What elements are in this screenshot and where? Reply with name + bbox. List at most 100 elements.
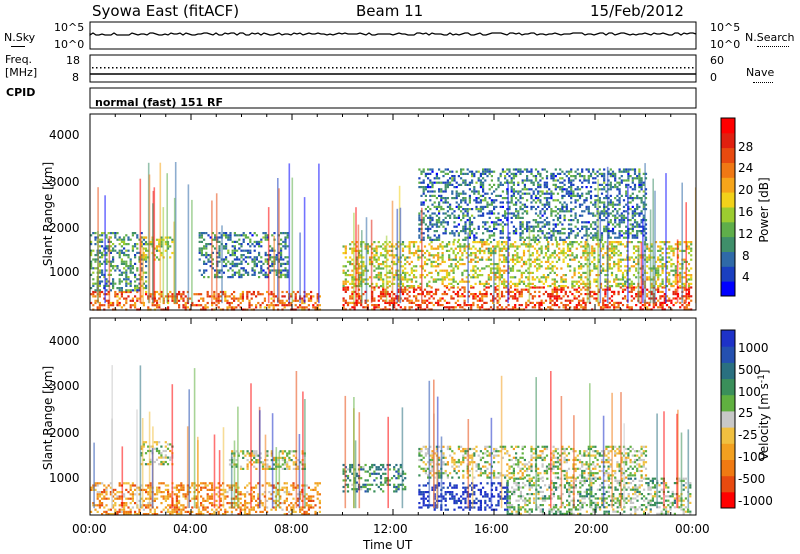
echo-cell [685,306,688,309]
nsearch-legend-line [757,46,789,47]
echo-cell [540,276,543,279]
echo-cell [412,252,416,255]
echo-cell [611,227,615,230]
echo-cell [610,299,614,302]
echo-cell [598,197,601,200]
nave-point [316,67,318,69]
echo-cell [351,263,354,266]
echo-cell [569,301,572,304]
echo-cell [227,249,230,252]
echo-cell [551,243,554,246]
echo-cell [585,199,588,202]
echo-cell [384,260,387,263]
echo-cell [508,208,511,211]
echo-streak [153,187,156,304]
echo-cell [105,236,108,239]
echo-cell [478,241,482,244]
echo-cell [109,269,112,272]
echo-cell [504,223,507,226]
echo-cell [233,299,236,302]
echo-cell [282,273,285,276]
echo-cell [379,293,383,296]
echo-cell [468,188,471,191]
echo-cell [533,285,537,288]
echo-cell [427,190,430,193]
echo-cell [475,205,478,208]
echo-cell [633,219,637,222]
echo-cell [452,280,455,283]
echo-cell [134,295,137,298]
nave-point [112,67,114,69]
echo-cell [351,280,354,283]
echo-cell [539,221,542,224]
echo-cell [427,168,430,171]
echo-cell [364,243,367,246]
echo-cell [574,236,577,239]
echo-cell [508,201,511,204]
nave-point [664,67,666,69]
echo-cell [222,258,225,261]
echo-cell [145,249,148,252]
echo-cell [428,252,431,255]
echo-cell [171,293,174,296]
echo-cell [547,293,550,296]
echo-cell [672,304,675,307]
echo-cell [373,297,376,300]
echo-cell [472,297,475,300]
echo-cell [509,269,512,272]
echo-cell [506,181,509,184]
echo-cell [629,175,632,178]
echo-cell [523,183,526,186]
echo-cell [182,304,185,307]
echo-cell [594,214,597,217]
echo-cell [482,221,485,224]
echo-cell [519,190,522,193]
nave-point [104,67,106,69]
echo-cell [251,258,254,261]
echo-cell [439,278,442,281]
echo-cell [301,306,304,309]
echo-cell [628,290,631,293]
echo-cell [556,179,560,182]
echo-cell [517,170,520,173]
echo-cell [592,234,595,237]
echo-cell [241,290,244,294]
echo-streak [108,236,111,304]
echo-cell [617,301,620,304]
echo-cell [440,205,443,208]
echo-cell [342,280,345,283]
echo-cell [642,203,645,206]
echo-cell [478,293,482,296]
echo-cell [231,240,234,243]
echo-cell [550,190,553,193]
echo-cell [614,203,617,206]
echo-cell [431,219,434,222]
echo-cell [247,271,250,274]
echo-cell [657,258,660,261]
echo-cell [408,299,411,302]
echo-cell [455,216,458,219]
echo-cell [393,260,396,263]
echo-cell [203,269,206,272]
echo-cell [530,179,533,182]
echo-cell [561,232,564,235]
echo-cell [577,285,581,288]
echo-cell [368,258,372,261]
echo-cell [286,269,289,272]
echo-cell [514,254,517,257]
echo-cell [386,280,389,283]
echo-cell [560,252,563,255]
echo-cell [510,216,513,219]
echo-cell [175,299,178,302]
echo-cell [595,267,598,270]
echo-cell [679,301,682,304]
echo-streak [396,208,399,304]
echo-cell [203,232,206,235]
echo-cell [131,297,134,300]
echo-cell [552,230,555,233]
echo-cell [214,234,217,237]
echo-cell [431,186,434,189]
echo-cell [344,290,347,293]
echo-cell [505,299,508,302]
echo-cell [609,230,612,233]
